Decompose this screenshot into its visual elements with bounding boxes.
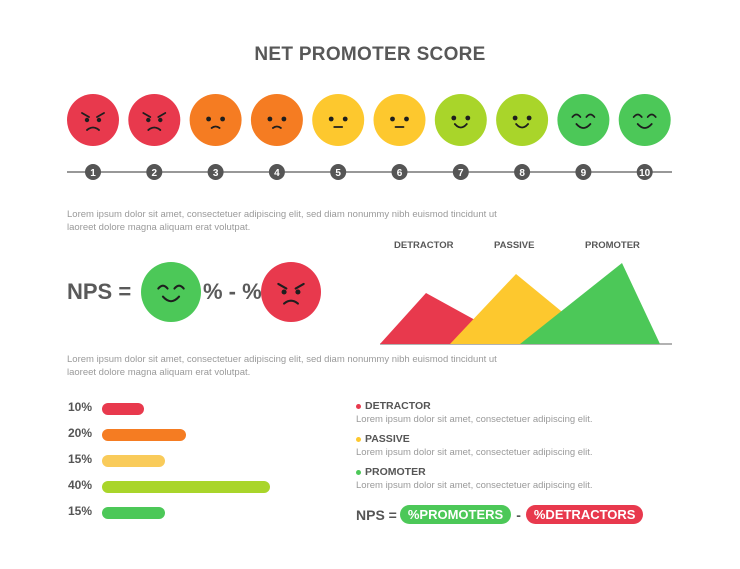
angry-face-icon (128, 94, 181, 146)
promoter-mountain (520, 263, 660, 344)
scale-number-badge (452, 164, 469, 180)
nps-formula: NPS = %PROMOTERS - %DETRACTORS (356, 505, 644, 524)
scale-number: 1 (90, 168, 96, 179)
sad-face-icon (189, 94, 242, 146)
scale-number: 7 (458, 168, 464, 179)
bar-fill (102, 429, 186, 441)
scale-number: 8 (519, 168, 525, 179)
scale-number-badge (146, 164, 163, 180)
neutral-face-icon (373, 94, 426, 146)
score-scale: 1 2 3 4 5 6 7 8 9 10 (67, 94, 672, 180)
page-title: NET PROMOTER SCORE (254, 44, 486, 65)
legend-title: PROMOTER (356, 466, 656, 478)
legend-item: PASSIVE Lorem ipsum dolor sit amet, conse… (356, 433, 656, 458)
scale-number: 3 (213, 168, 219, 179)
scale-number-badge (575, 164, 592, 180)
scale-number-badge (268, 164, 285, 180)
legend-title-text: DETRACTOR (365, 400, 431, 412)
nps-equation-faces (141, 262, 321, 322)
bar-percentage-label: 40% (68, 478, 93, 492)
angry-face-icon (67, 94, 119, 146)
description-text-1: Lorem ipsum dolor sit amet, consectetuer… (67, 209, 497, 233)
category-mountains: DETRACTOR PASSIVE PROMOTER (380, 240, 672, 345)
passive-mountain-label: PASSIVE (494, 240, 534, 251)
description-text-2: Lorem ipsum dolor sit amet, consectetuer… (67, 354, 497, 378)
sad-face-icon (250, 94, 303, 146)
legend-description: Lorem ipsum dolor sit amet, consectetuer… (356, 447, 593, 458)
bar-percentage-label: 10% (68, 400, 93, 414)
smile-face-icon (496, 94, 549, 146)
scale-number-badge (85, 164, 101, 180)
formula-dash: - (516, 506, 521, 523)
nps-equation-label: NPS = (67, 279, 132, 304)
happy-face-icon (618, 94, 671, 146)
bar-fill (102, 403, 144, 415)
legend-title-text: PROMOTER (365, 466, 426, 478)
angry-face-icon (261, 262, 321, 322)
scale-number: 4 (274, 168, 280, 179)
neutral-face-icon (312, 94, 365, 146)
scale-number-badge (330, 164, 347, 180)
scale-number-badge (514, 164, 531, 180)
promoter-mountain-label: PROMOTER (585, 240, 640, 251)
legend-dot-icon (356, 469, 361, 475)
scale-number: 9 (581, 168, 587, 179)
bar-percentage-label: 15% (68, 452, 93, 466)
smile-face-icon (434, 94, 487, 146)
bar-percentage-label: 15% (68, 504, 93, 518)
bar-fill (102, 507, 165, 519)
legend-dot-icon (356, 403, 361, 409)
legend-item: PROMOTER Lorem ipsum dolor sit amet, cons… (356, 466, 656, 491)
scale-number: 10 (639, 168, 651, 179)
scale-number-badge (207, 164, 224, 180)
happy-face-icon (141, 262, 201, 322)
legend-item: DETRACTOR Lorem ipsum dolor sit amet, con… (356, 400, 656, 425)
detractors-pill: %DETRACTORS (525, 505, 644, 524)
legend-description: Lorem ipsum dolor sit amet, consectetuer… (356, 480, 593, 491)
legend-dot-icon (356, 436, 361, 442)
scale-number: 2 (152, 168, 158, 179)
scale-number: 5 (335, 168, 341, 179)
legend-title: PASSIVE (356, 433, 656, 445)
promoters-pill: %PROMOTERS (399, 505, 512, 524)
bar-fill (102, 455, 165, 467)
happy-face-icon (557, 94, 610, 146)
scale-number: 6 (397, 168, 403, 179)
legend-title-text: PASSIVE (365, 433, 410, 445)
nps-equation-operator: % - % (203, 279, 262, 304)
bar-percentage-label: 20% (68, 426, 93, 440)
legend-title: DETRACTOR (356, 400, 656, 412)
scale-number-badge (636, 164, 653, 180)
scale-number-badge (391, 164, 408, 180)
legend-description: Lorem ipsum dolor sit amet, consectetuer… (356, 414, 593, 425)
formula-label: NPS = (356, 506, 397, 523)
detractor-mountain-label: DETRACTOR (394, 240, 454, 251)
bar-fill (102, 481, 270, 493)
